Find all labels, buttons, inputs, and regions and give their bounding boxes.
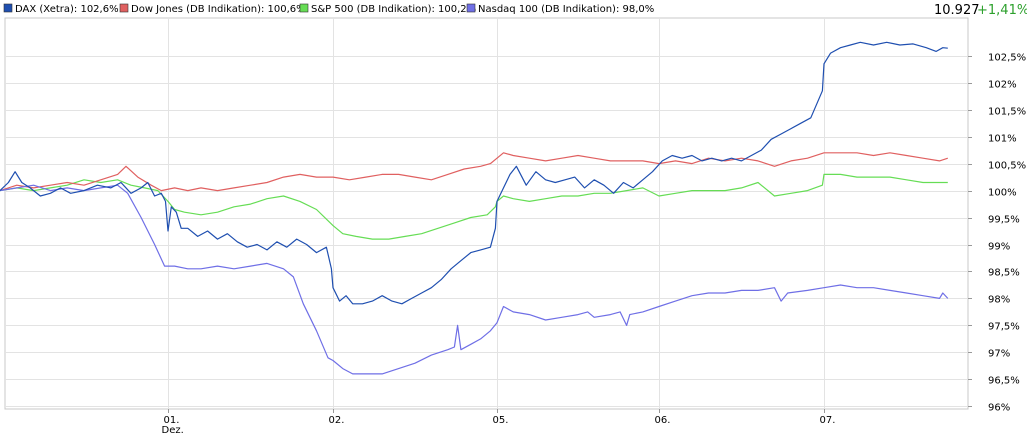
quote: 10.927 +1,41% [934,3,1027,18]
series-lines [0,41,949,375]
y-tick-label: 100% [988,188,1017,199]
legend-label: S&P 500 (DB Indikation): 100,2% [311,4,476,15]
legend-swatch [119,3,129,13]
grid-lines [5,18,968,409]
x-tick-label: 01. [164,415,180,426]
legend: DAX (Xetra): 102,6% Dow Jones (DB Indikat… [3,3,654,15]
quote-change: +1,41% [977,3,1027,18]
y-tick-label: 101,5% [988,107,1026,118]
legend-swatch [3,3,13,13]
x-axis: 01.Dez. 02. 05. 06. 07. [162,409,836,436]
legend-swatch [466,3,476,13]
legend-swatch [299,3,309,13]
series-line-dow-jones-db-indikation [0,152,948,192]
y-axis: 102,5% 102% 101,5% 101% 100,5% 100% 99,5% 99% 98… [968,53,1026,414]
x-tick-sublabel: Dez. [162,425,184,436]
y-tick-label: 102% [988,80,1017,91]
legend-label: Dow Jones (DB Indikation): 100,6% [131,4,306,15]
x-tick-label: 02. [329,415,345,426]
y-tick-label: 97% [988,349,1010,360]
y-tick-label: 98% [988,295,1010,306]
y-tick-label: 99,5% [988,215,1020,226]
x-tick-label: 06. [655,415,671,426]
series-line-s-p-500-db-indikation [0,173,948,240]
legend-label: DAX (Xetra): 102,6% [15,4,119,15]
y-tick-label: 101% [988,134,1017,145]
quote-price: 10.927 [934,3,980,18]
legend-label: Nasdaq 100 (DB Indikation): 98,0% [478,4,654,15]
y-tick-label: 102,5% [988,53,1026,64]
y-tick-label: 100,5% [988,161,1026,172]
y-tick-label: 96,5% [988,376,1020,387]
x-tick-label: 05. [493,415,509,426]
x-tick-label: 07. [820,415,836,426]
y-tick-label: 96% [988,403,1010,414]
y-tick-label: 98,5% [988,268,1020,279]
y-tick-label: 97,5% [988,322,1020,333]
series-line-nasdaq-100-db-indikation [0,184,949,375]
series-line-dax-xetra [0,41,948,305]
y-tick-label: 99% [988,242,1010,253]
